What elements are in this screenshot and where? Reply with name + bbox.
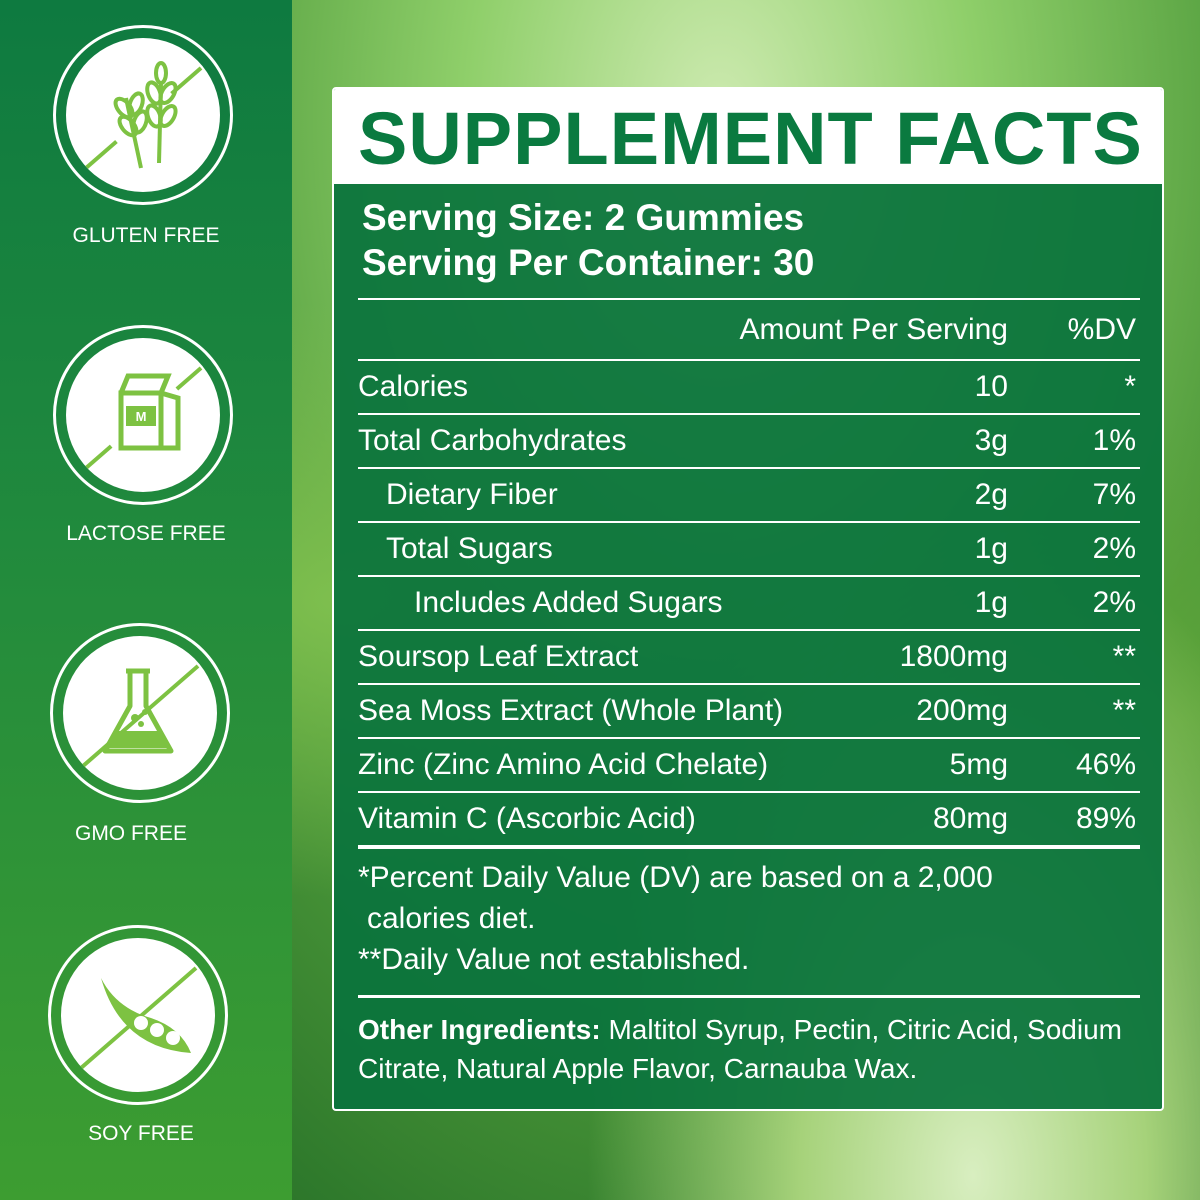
- nutrient-amount: 1g: [974, 586, 1008, 619]
- amount-header: Amount Per Serving: [739, 313, 1008, 346]
- footnote-not-established: **Daily Value not established.: [358, 943, 750, 976]
- nutrient-name: Includes Added Sugars: [414, 586, 723, 619]
- lactose-free-label: LACTOSE FREE: [66, 522, 226, 545]
- nutrient-row: Sea Moss Extract (Whole Plant) 200mg **: [358, 691, 1136, 731]
- nutrient-dv: 46%: [1075, 748, 1136, 781]
- nutrient-dv: 2%: [1092, 586, 1136, 619]
- gluten-free-badge: [53, 25, 233, 205]
- nutrient-row: Calories 10 *: [358, 367, 1136, 407]
- supplement-facts-panel: SUPPLEMENT FACTS Serving Size: 2 Gummies…: [332, 87, 1164, 1111]
- nutrient-amount: 10: [974, 370, 1008, 403]
- feature-sidebar: GLUTEN FREE M LACTOSE FREE GMO FREE SOY …: [0, 0, 292, 1200]
- milk-carton-icon: M: [84, 366, 203, 470]
- row-divider: [358, 467, 1140, 469]
- nutrient-row: Total Sugars 1g 2%: [358, 529, 1136, 569]
- lactose-free-badge: M: [53, 325, 233, 505]
- soy-free-label: SOY FREE: [88, 1122, 194, 1145]
- nutrient-name: Vitamin C (Ascorbic Acid): [358, 802, 696, 835]
- soybean-pod-icon: [79, 966, 198, 1070]
- row-divider: [358, 359, 1140, 361]
- other-ingredients-text: Maltitol Syrup, Pectin, Citric Acid, Sod…: [358, 1014, 1122, 1084]
- gluten-free-label: GLUTEN FREE: [72, 224, 220, 247]
- divider: [358, 995, 1140, 998]
- nutrient-dv: 1%: [1092, 424, 1136, 457]
- nutrient-row: Soursop Leaf Extract 1800mg **: [358, 637, 1136, 677]
- nutrient-name: Zinc (Zinc Amino Acid Chelate): [358, 748, 769, 781]
- nutrient-dv: **: [1112, 694, 1136, 727]
- servings-per-container: Serving Per Container: 30: [362, 242, 815, 283]
- row-divider: [358, 521, 1140, 523]
- nutrient-name: Soursop Leaf Extract: [358, 640, 639, 673]
- wheat-icon: [84, 61, 203, 170]
- nutrient-dv: 7%: [1092, 478, 1136, 511]
- nutrient-amount: 1800mg: [899, 640, 1008, 673]
- other-ingredients: Other Ingredients: Maltitol Syrup, Pecti…: [358, 1010, 1148, 1088]
- nutrient-name: Sea Moss Extract (Whole Plant): [358, 694, 784, 727]
- footnote-dv: *Percent Daily Value (DV) are based on a…: [358, 861, 993, 894]
- svg-text:M: M: [136, 409, 147, 424]
- row-divider: [358, 683, 1140, 685]
- nutrient-dv: *: [1124, 370, 1136, 403]
- nutrient-amount: 2g: [974, 478, 1008, 511]
- nutrient-row: Total Carbohydrates 3g 1%: [358, 421, 1136, 461]
- flask-icon: [81, 664, 200, 768]
- nutrient-name: Calories: [358, 370, 469, 403]
- gmo-free-badge: [50, 623, 230, 803]
- row-divider: [358, 791, 1140, 793]
- serving-size: Serving Size: 2 Gummies: [362, 197, 805, 238]
- nutrient-amount: 80mg: [932, 802, 1008, 835]
- row-divider: [358, 737, 1140, 739]
- row-divider: [358, 413, 1140, 415]
- nutrient-name: Total Sugars: [386, 532, 553, 565]
- footnote-dv-cont: calories diet.: [367, 902, 536, 935]
- divider-thick: [358, 845, 1140, 849]
- nutrient-row: Zinc (Zinc Amino Acid Chelate) 5mg 46%: [358, 745, 1136, 785]
- nutrient-name: Dietary Fiber: [386, 478, 558, 511]
- nutrient-name: Total Carbohydrates: [358, 424, 627, 457]
- divider: [358, 298, 1140, 300]
- nutrient-row: Vitamin C (Ascorbic Acid) 80mg 89%: [358, 799, 1136, 839]
- gmo-free-label: GMO FREE: [74, 822, 187, 845]
- nutrient-dv: **: [1112, 640, 1136, 673]
- nutrient-row: Includes Added Sugars 1g 2%: [358, 583, 1136, 623]
- facts-title: SUPPLEMENT FACTS: [334, 89, 1162, 184]
- nutrient-row: Dietary Fiber 2g 7%: [358, 475, 1136, 515]
- dv-header: %DV: [1067, 313, 1136, 346]
- nutrient-dv: 89%: [1075, 802, 1136, 835]
- column-headers: Amount Per Serving %DV: [358, 310, 1136, 350]
- soy-free-badge: [48, 925, 228, 1105]
- nutrient-amount: 200mg: [916, 694, 1008, 727]
- row-divider: [358, 629, 1140, 631]
- nutrient-dv: 2%: [1092, 532, 1136, 565]
- nutrient-amount: 1g: [974, 532, 1008, 565]
- row-divider: [358, 575, 1140, 577]
- nutrient-amount: 5mg: [949, 748, 1008, 781]
- other-ingredients-label: Other Ingredients:: [358, 1014, 601, 1045]
- nutrient-amount: 3g: [974, 424, 1008, 457]
